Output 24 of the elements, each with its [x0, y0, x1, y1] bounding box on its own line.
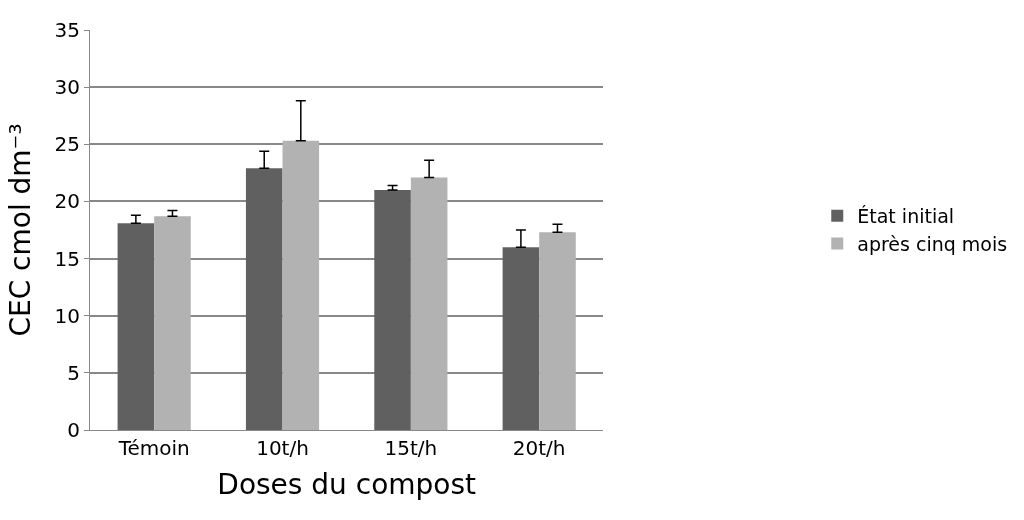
- y-tick-label: 15: [54, 246, 80, 271]
- y-tick-label: 5: [67, 360, 80, 385]
- bar: [282, 140, 320, 430]
- x-tick-label: 10t/h: [256, 436, 309, 460]
- y-tick-label: 35: [54, 18, 80, 42]
- x-axis-title: Doses du compost: [217, 468, 477, 502]
- legend-label: État initial: [857, 205, 955, 228]
- bar: [374, 190, 411, 430]
- y-tick-label: 20: [54, 189, 80, 214]
- x-tick-label: 15t/h: [384, 436, 438, 460]
- y-tick-label: 30: [54, 75, 80, 100]
- bar: [117, 223, 155, 430]
- y-tick-label: 10: [54, 303, 80, 328]
- y-axis-title: CEC cmol dm⁻³: [4, 123, 38, 337]
- y-tick-label: 0: [67, 418, 80, 442]
- legend-label: après cinq mois: [857, 232, 1008, 255]
- bar: [410, 177, 448, 430]
- bar: [245, 168, 283, 430]
- bar: [539, 232, 576, 430]
- x-tick-label: 20t/h: [512, 436, 566, 460]
- bar: [502, 247, 540, 430]
- y-tick-label: 25: [54, 132, 80, 157]
- bar: [154, 216, 191, 430]
- x-tick-label: Témoin: [117, 436, 190, 460]
